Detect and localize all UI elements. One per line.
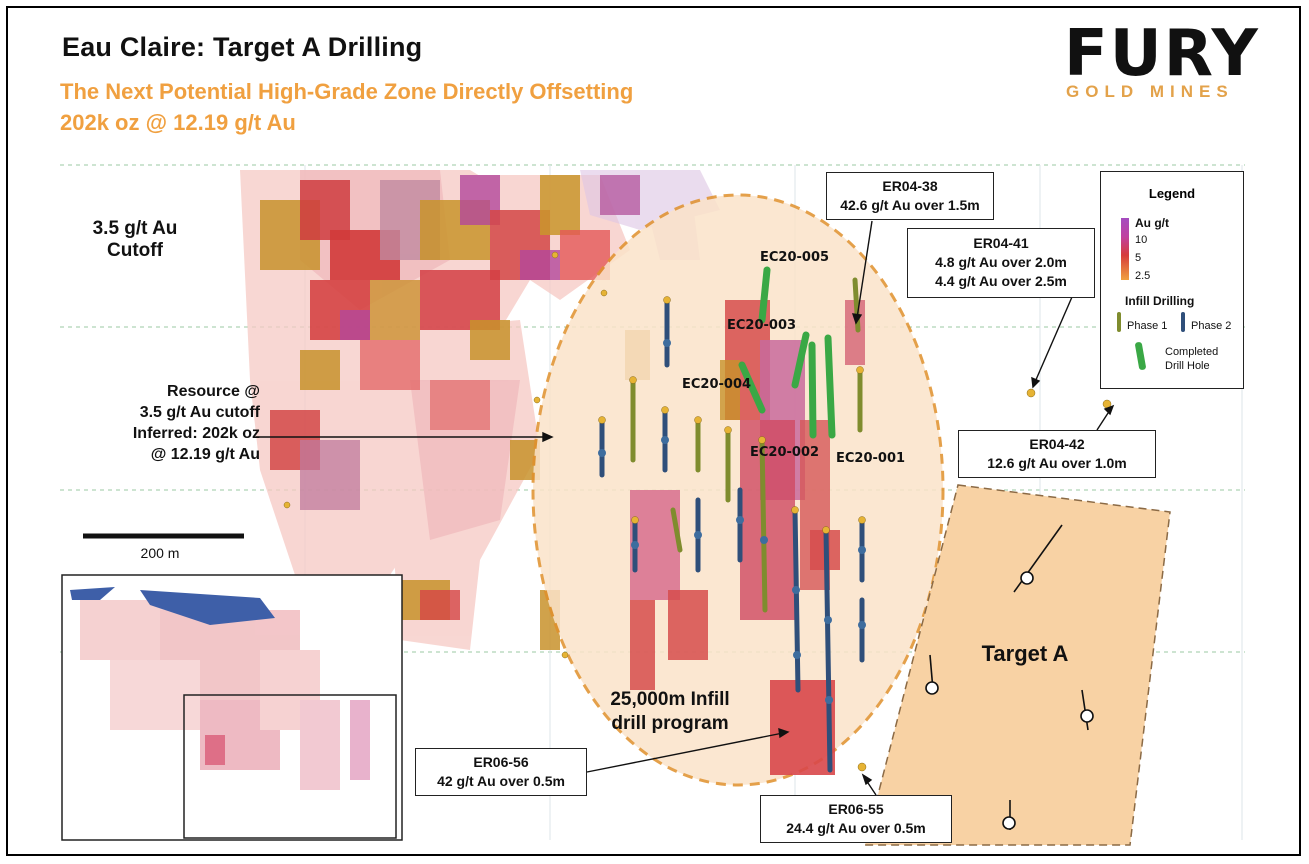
hole-label-ec20-001: EC20-001 — [836, 451, 906, 466]
resource-label: Resource @ 3.5 g/t Au cutoff Inferred: 2… — [132, 383, 260, 463]
scale-label: 200 m — [140, 545, 180, 561]
callout-er06-56: ER06-56 42 g/t Au over 0.5m — [415, 748, 587, 796]
legend-tick-2-5: 2.5 — [1135, 270, 1151, 282]
target-a-label: Target A — [981, 641, 1069, 666]
subtitle-line-1: The Next Potential High-Grade Zone Direc… — [60, 79, 634, 104]
legend-grade-title: Au g/t — [1135, 216, 1169, 230]
legend-infill-title: Infill Drilling — [1125, 294, 1195, 308]
fury-logo: FURY — [1064, 17, 1260, 91]
completed-hole-icon — [1134, 341, 1147, 371]
page-title: Eau Claire: Target A Drilling — [62, 32, 423, 62]
legend-phase1: Phase 1 — [1127, 320, 1168, 332]
callout-er04-41: ER04-41 4.8 g/t Au over 2.0m 4.4 g/t Au … — [907, 228, 1095, 298]
phase1-icon — [1117, 312, 1121, 332]
legend-phase2: Phase 2 — [1191, 320, 1232, 332]
target-a-zone — [864, 484, 1171, 846]
cutoff-label: 3.5 g/t Au Cutoff — [92, 218, 178, 261]
legend-tick-10: 10 — [1135, 234, 1148, 246]
legend-title: Legend — [1148, 186, 1196, 201]
legend-panel: Legend Au g/t 10 5 2.5 Infill Drilling P… — [1100, 171, 1244, 389]
infill-program-label: 25,000m Infill drill program — [610, 689, 730, 734]
legend-completed-line2: Drill Hole — [1165, 360, 1210, 372]
grade-color-bar — [1121, 218, 1129, 280]
inset-map — [61, 574, 403, 841]
hole-label-ec20-004: EC20-004 — [682, 377, 752, 392]
hole-label-ec20-005: EC20-005 — [760, 250, 830, 265]
subtitle-line-2: 202k oz @ 12.19 g/t Au — [60, 110, 296, 135]
legend-completed-line1: Completed — [1165, 346, 1219, 358]
fury-logo-sub: GOLD MINES — [1066, 82, 1234, 101]
phase2-icon — [1181, 312, 1185, 332]
hole-label-ec20-002: EC20-002 — [750, 445, 820, 460]
callout-er06-55: ER06-55 24.4 g/t Au over 0.5m — [760, 795, 952, 843]
callout-er04-38: ER04-38 42.6 g/t Au over 1.5m — [826, 172, 994, 220]
legend-tick-5: 5 — [1135, 252, 1142, 264]
callout-er04-42: ER04-42 12.6 g/t Au over 1.0m — [958, 430, 1156, 478]
hole-label-ec20-003: EC20-003 — [727, 318, 797, 333]
page-subtitle: The Next Potential High-Grade Zone Direc… — [60, 76, 633, 138]
